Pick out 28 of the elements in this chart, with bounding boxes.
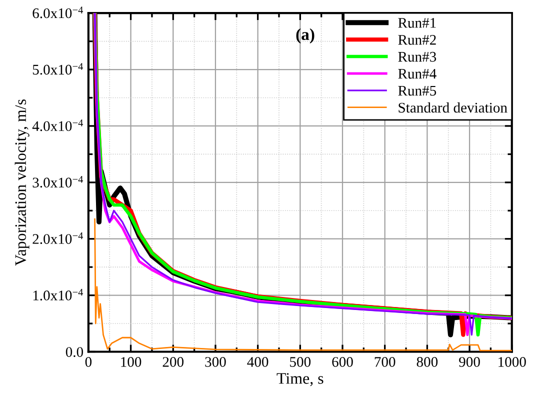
y-tick-label: 4.0x10$^{−4}$ (32, 120, 84, 132)
x-tick-label: 800 (416, 357, 438, 367)
legend-label: Standard deviation (398, 102, 508, 113)
legend-label: Run#4 (398, 68, 436, 79)
y-tick-label: 0.0 (66, 347, 84, 358)
x-tick-label: 1000 (498, 357, 526, 367)
y-tick-label: 3.0x10$^{−4}$ (32, 176, 84, 188)
x-tick-label: 400 (247, 357, 268, 367)
x-tick-label: 200 (162, 357, 184, 367)
legend-label: Run#2 (398, 34, 436, 45)
y-axis-title: Vaporization velocity, m/s (14, 99, 30, 266)
legend-label: Run#1 (398, 18, 436, 28)
x-tick-label: 700 (374, 357, 396, 367)
legend-label: Run#5 (398, 86, 436, 96)
line-series (94, 218, 512, 352)
y-tick-label: 6.0x10$^{−4}$ (32, 6, 84, 18)
x-tick-label: 100 (121, 357, 142, 367)
y-tick-label: 1.0x10$^{−4}$ (33, 288, 84, 300)
x-tick-label: 0 (85, 357, 92, 367)
legend-label: Run#3 (398, 52, 436, 62)
annotation: (a) (296, 28, 314, 44)
x-tick-label: 500 (290, 357, 311, 367)
y-tick-label: 5.0x10$^{−4}$ (32, 63, 84, 75)
x-axis-title: Time, s (276, 373, 324, 386)
x-tick-label: 600 (332, 357, 353, 367)
x-tick-label: 300 (205, 357, 226, 367)
y-tick-label: 2.0x10$^{−4}$ (32, 232, 84, 244)
x-tick-label: 900 (459, 357, 480, 367)
